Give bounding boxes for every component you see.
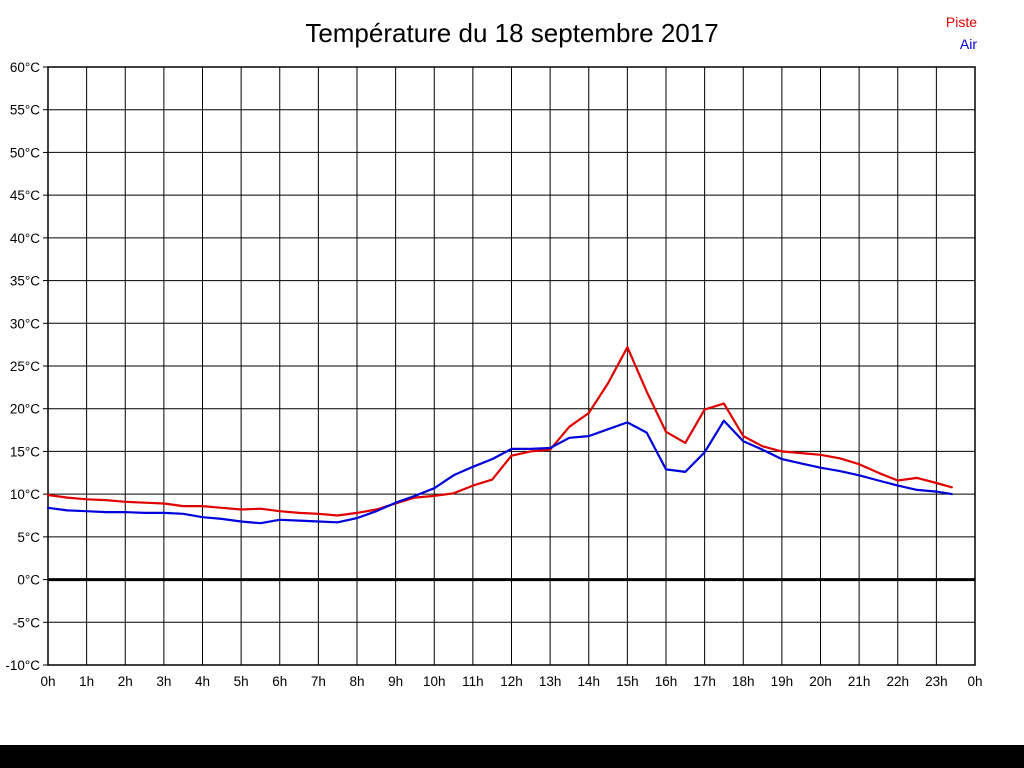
y-tick-label: 55°C — [10, 103, 40, 118]
x-tick-label: 0h — [967, 674, 982, 689]
y-tick-label: 10°C — [10, 487, 40, 502]
y-tick-label: 25°C — [10, 359, 40, 374]
x-tick-label: 23h — [925, 674, 948, 689]
x-tick-label: 14h — [577, 674, 600, 689]
x-tick-label: 13h — [539, 674, 562, 689]
y-tick-label: 45°C — [10, 188, 40, 203]
x-tick-label: 18h — [732, 674, 755, 689]
x-tick-label: 22h — [886, 674, 909, 689]
y-tick-label: 30°C — [10, 316, 40, 331]
y-tick-label: 40°C — [10, 231, 40, 246]
x-tick-label: 17h — [693, 674, 716, 689]
y-tick-label: 35°C — [10, 274, 40, 289]
x-tick-label: 0h — [40, 674, 55, 689]
x-tick-label: 1h — [79, 674, 94, 689]
x-tick-label: 10h — [423, 674, 446, 689]
x-tick-label: 20h — [809, 674, 832, 689]
x-tick-label: 8h — [349, 674, 364, 689]
y-tick-label: 20°C — [10, 402, 40, 417]
legend-item-air: Air — [959, 36, 977, 52]
y-tick-label: -10°C — [5, 658, 40, 673]
x-tick-label: 12h — [500, 674, 523, 689]
x-tick-label: 9h — [388, 674, 403, 689]
y-tick-label: 60°C — [10, 60, 40, 75]
legend: Piste Air — [946, 11, 977, 55]
x-tick-label: 15h — [616, 674, 639, 689]
y-tick-label: 15°C — [10, 444, 40, 459]
x-tick-label: 7h — [311, 674, 326, 689]
series-line-air — [46, 419, 953, 525]
x-tick-label: 21h — [848, 674, 871, 689]
x-tick-label: 6h — [272, 674, 287, 689]
y-tick-label: -5°C — [13, 615, 40, 630]
y-tick-label: 50°C — [10, 145, 40, 160]
chart-title: Température du 18 septembre 2017 — [305, 18, 719, 48]
series-line-piste — [46, 346, 953, 517]
x-tick-label: 2h — [118, 674, 133, 689]
x-tick-label: 5h — [234, 674, 249, 689]
legend-item-piste: Piste — [945, 14, 977, 30]
temperature-line-chart: 60°C 55°C 50°C 45°C 40°C 35°C 30°C 25°C 20°C 15°C… — [5, 60, 982, 689]
plot-border — [47, 66, 976, 666]
bottom-black-bar — [0, 745, 1024, 768]
x-tick-label: 11h — [462, 674, 484, 689]
x-tick-label: 3h — [156, 674, 171, 689]
y-tick-label: 5°C — [17, 530, 40, 545]
x-tick-label: 16h — [655, 674, 678, 689]
x-tick-label: 19h — [771, 674, 794, 689]
x-tick-label: 4h — [195, 674, 210, 689]
y-tick-label: 0°C — [17, 573, 40, 588]
